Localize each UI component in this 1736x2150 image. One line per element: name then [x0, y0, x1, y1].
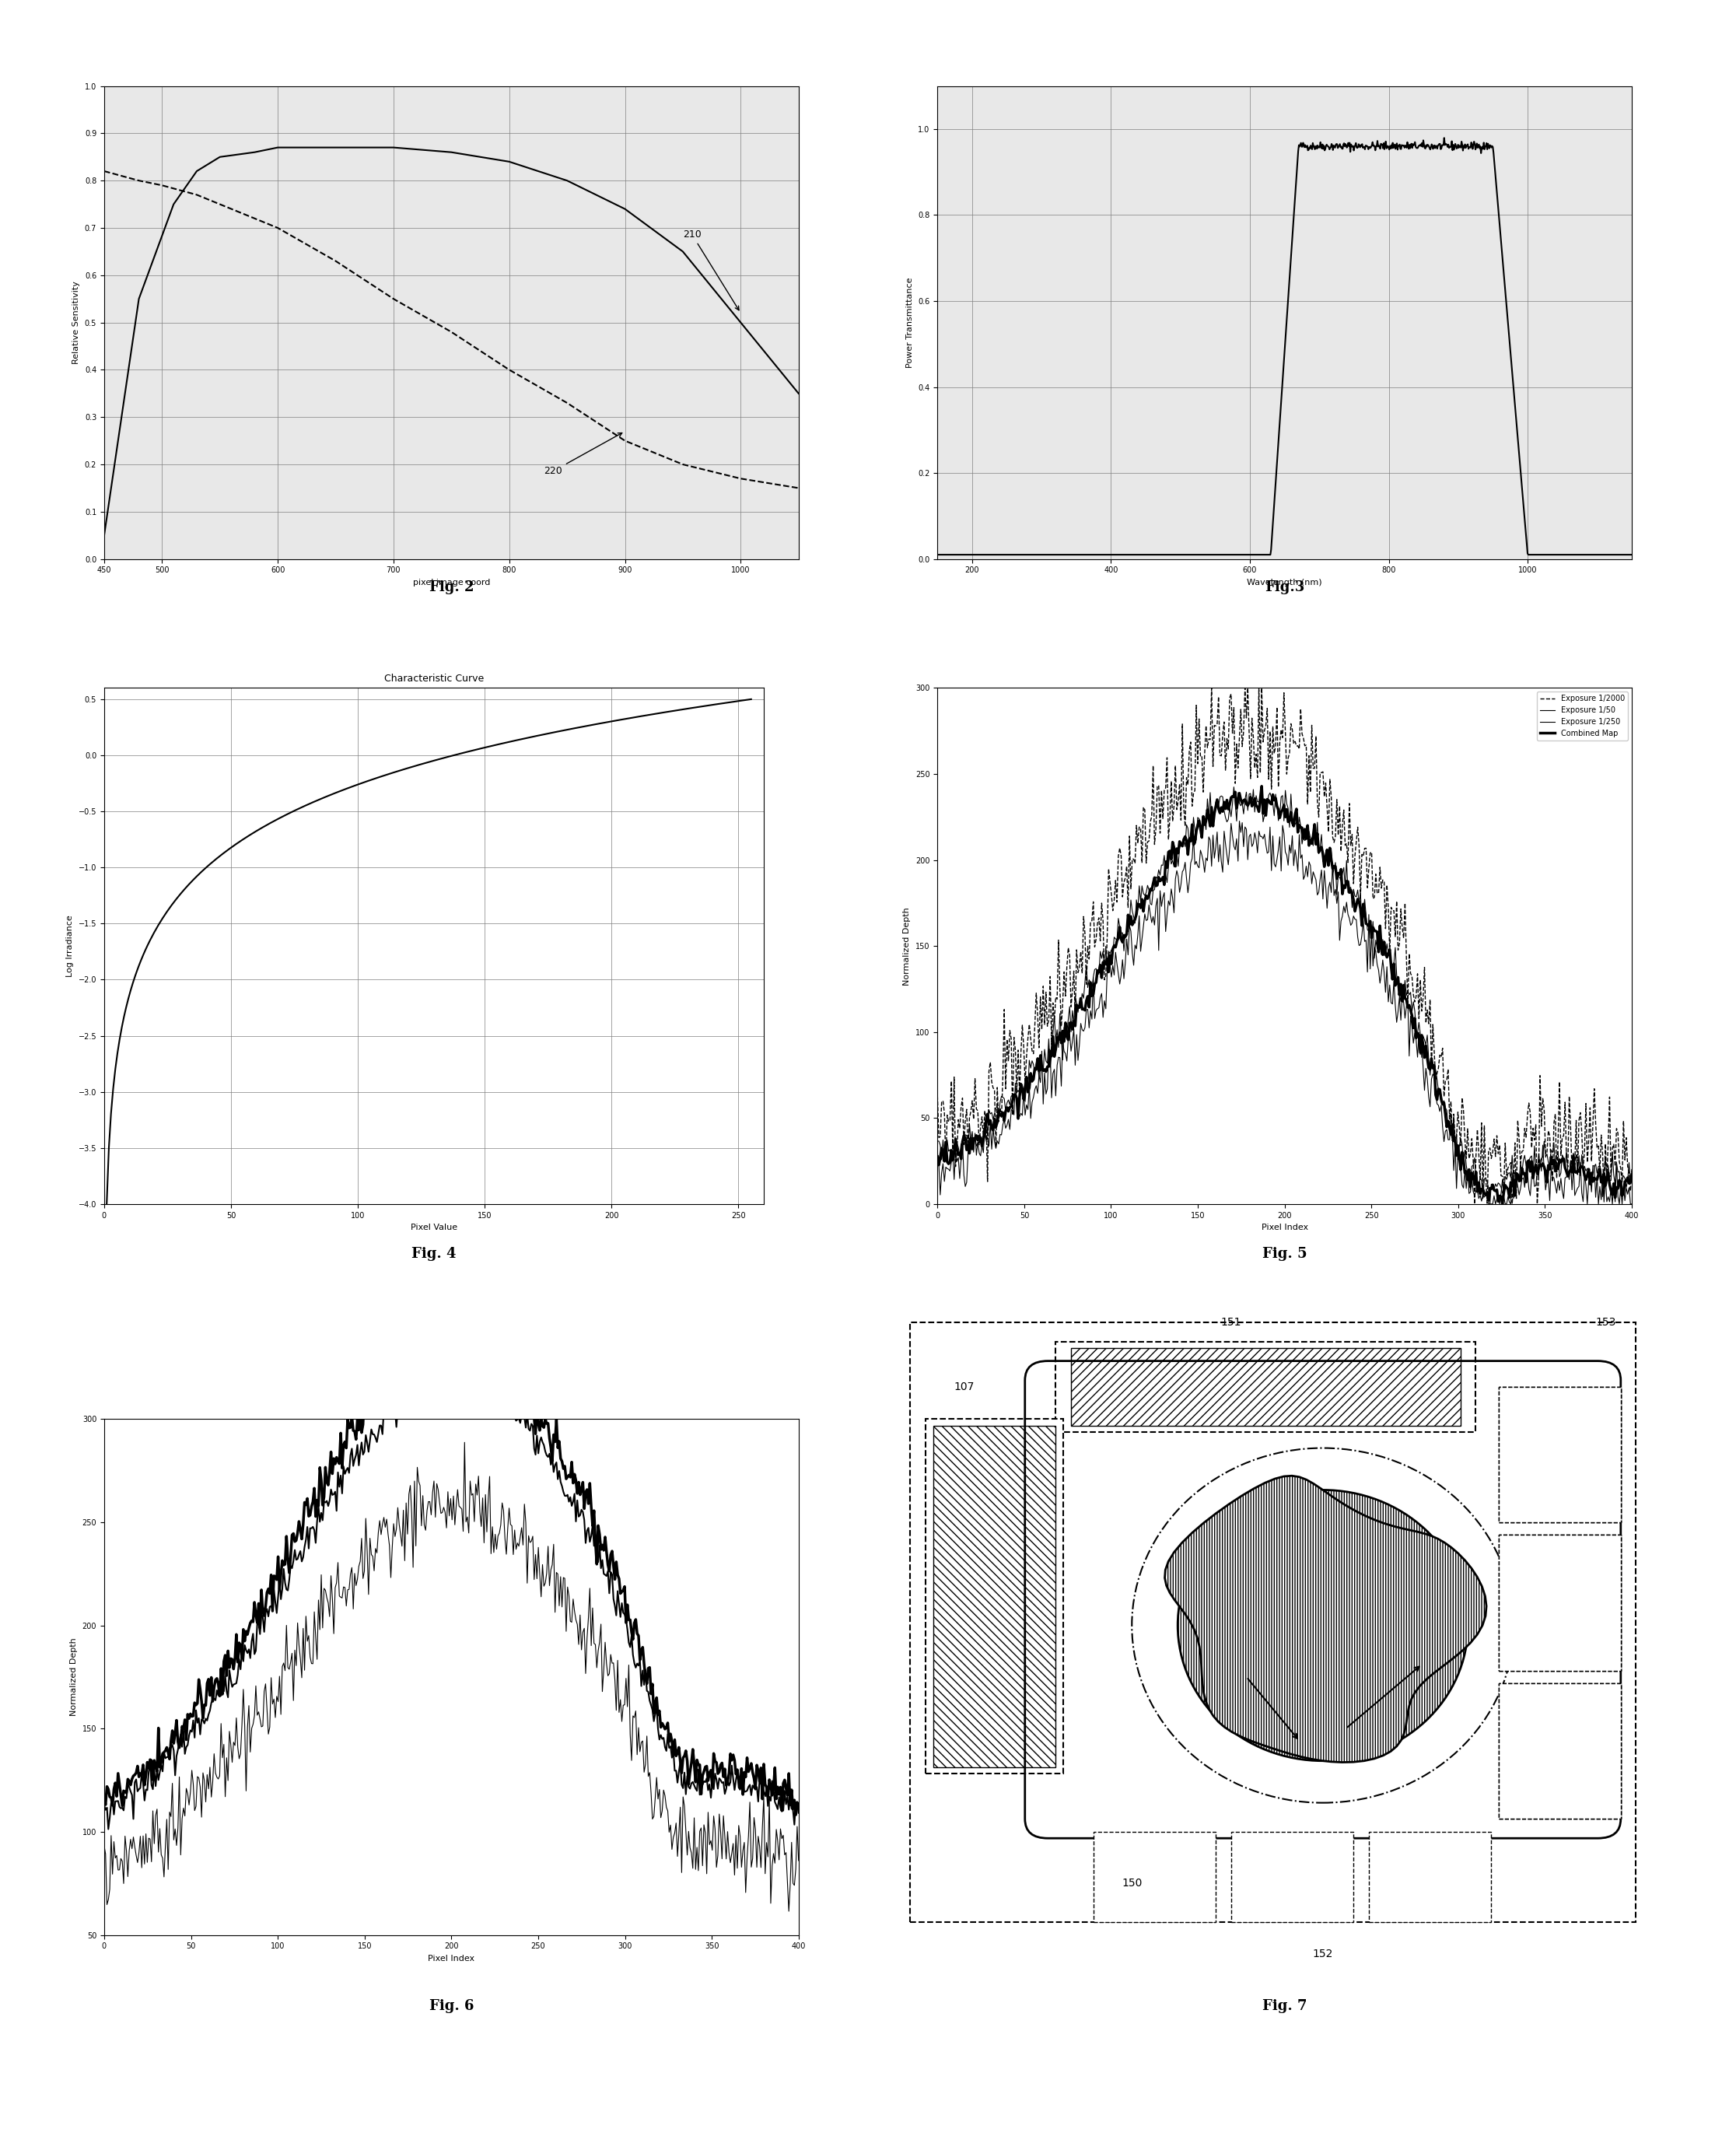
Text: Fig. 4: Fig. 4 — [411, 1247, 457, 1260]
Exposure 1/2000 — [1304, 755, 1325, 780]
Exposure 1/50 — [1229, 808, 1250, 834]
Exposure 1/50 — [1259, 838, 1279, 864]
Exposure 1/2000 — [1621, 1157, 1642, 1183]
Exposure 1/2000 — [927, 1084, 948, 1109]
Bar — [1368, 1832, 1491, 1922]
Polygon shape — [1165, 1475, 1486, 1763]
Combined Map — [1342, 882, 1363, 907]
Bar — [1498, 1535, 1621, 1671]
Exposure 1/250 — [1608, 1159, 1628, 1185]
X-axis label: pixel image coord: pixel image coord — [413, 578, 490, 587]
Bar — [1498, 1387, 1621, 1522]
Combined Map — [1304, 811, 1325, 836]
X-axis label: Pixel Value: Pixel Value — [411, 1223, 457, 1232]
Legend: Exposure 1/2000, Exposure 1/50, Exposure 1/250, Combined Map: Exposure 1/2000, Exposure 1/50, Exposure… — [1536, 692, 1628, 740]
Exposure 1/250 — [1479, 1191, 1500, 1217]
X-axis label: Pixel Index: Pixel Index — [1262, 1223, 1307, 1232]
Line: Exposure 1/50: Exposure 1/50 — [937, 821, 1632, 1204]
Exposure 1/250 — [1262, 791, 1283, 817]
Y-axis label: Normalized Depth: Normalized Depth — [69, 1638, 78, 1716]
Text: Fig. 2: Fig. 2 — [429, 580, 474, 593]
Exposure 1/250 — [927, 1129, 948, 1155]
Text: 152: 152 — [1312, 1948, 1333, 1961]
Combined Map — [927, 1144, 948, 1170]
FancyBboxPatch shape — [910, 1322, 1635, 1922]
Bar — [1498, 1683, 1621, 1819]
Text: Fig. 5: Fig. 5 — [1262, 1247, 1307, 1260]
FancyBboxPatch shape — [925, 1419, 1062, 1774]
Y-axis label: Relative Sensitivity: Relative Sensitivity — [73, 282, 80, 363]
Combined Map — [1621, 1161, 1642, 1187]
Exposure 1/50 — [1342, 909, 1363, 935]
Text: 150: 150 — [1121, 1877, 1142, 1890]
Text: 220: 220 — [543, 432, 621, 475]
Text: Fig. 7: Fig. 7 — [1262, 2000, 1307, 2012]
Exposure 1/2000 — [1608, 1120, 1628, 1146]
Bar — [1498, 1535, 1621, 1671]
Combined Map — [1491, 1191, 1512, 1217]
Exposure 1/250 — [1498, 1159, 1519, 1185]
Y-axis label: Power Transmittance: Power Transmittance — [906, 277, 913, 368]
FancyBboxPatch shape — [1071, 1348, 1460, 1425]
Title: Characteristic Curve: Characteristic Curve — [384, 673, 484, 684]
Text: 107: 107 — [953, 1380, 974, 1393]
Bar — [1498, 1387, 1621, 1522]
Bar — [1231, 1832, 1354, 1922]
Exposure 1/2000 — [1262, 714, 1283, 740]
Exposure 1/50 — [1477, 1191, 1498, 1217]
Exposure 1/50 — [1621, 1191, 1642, 1217]
Combined Map — [1498, 1185, 1519, 1210]
Bar — [1498, 1683, 1621, 1819]
Y-axis label: Log Irradiance: Log Irradiance — [66, 916, 75, 976]
Combined Map — [1262, 783, 1283, 808]
Text: Fig. 6: Fig. 6 — [429, 2000, 474, 2012]
Exposure 1/2000 — [1463, 1191, 1484, 1217]
Text: 151: 151 — [1220, 1316, 1241, 1329]
Bar — [1498, 1535, 1621, 1671]
Line: Exposure 1/2000: Exposure 1/2000 — [937, 688, 1632, 1204]
Exposure 1/50 — [927, 1144, 948, 1170]
Exposure 1/2000 — [1342, 821, 1363, 847]
Y-axis label: Normalized Depth: Normalized Depth — [903, 907, 911, 985]
Combined Map — [1608, 1176, 1628, 1202]
Exposure 1/250 — [1304, 819, 1325, 845]
Exposure 1/50 — [1304, 862, 1325, 888]
Text: 153: 153 — [1595, 1316, 1616, 1329]
Text: 210: 210 — [682, 230, 740, 310]
Exposure 1/250 — [1224, 774, 1245, 800]
Exposure 1/2000 — [1201, 675, 1222, 701]
Text: Fig.3: Fig.3 — [1266, 580, 1304, 593]
Exposure 1/2000 — [1498, 1152, 1519, 1178]
Bar — [1094, 1832, 1215, 1922]
Combined Map — [1252, 774, 1272, 800]
Combined Map — [1259, 787, 1279, 813]
Line: Combined Map: Combined Map — [937, 787, 1632, 1204]
Exposure 1/2000 — [1259, 765, 1279, 791]
X-axis label: Pixel Index: Pixel Index — [429, 1954, 474, 1963]
X-axis label: Wavelength (nm): Wavelength (nm) — [1246, 578, 1323, 587]
Exposure 1/50 — [1498, 1189, 1519, 1215]
Ellipse shape — [1177, 1490, 1469, 1761]
Exposure 1/250 — [1259, 783, 1279, 808]
Exposure 1/50 — [1262, 823, 1283, 849]
Exposure 1/50 — [1608, 1185, 1628, 1210]
Exposure 1/250 — [1621, 1159, 1642, 1185]
Bar — [1498, 1683, 1621, 1819]
Line: Exposure 1/250: Exposure 1/250 — [937, 787, 1632, 1204]
Exposure 1/250 — [1342, 894, 1363, 920]
FancyBboxPatch shape — [934, 1425, 1055, 1767]
FancyBboxPatch shape — [1055, 1342, 1476, 1432]
Bar — [1498, 1387, 1621, 1522]
